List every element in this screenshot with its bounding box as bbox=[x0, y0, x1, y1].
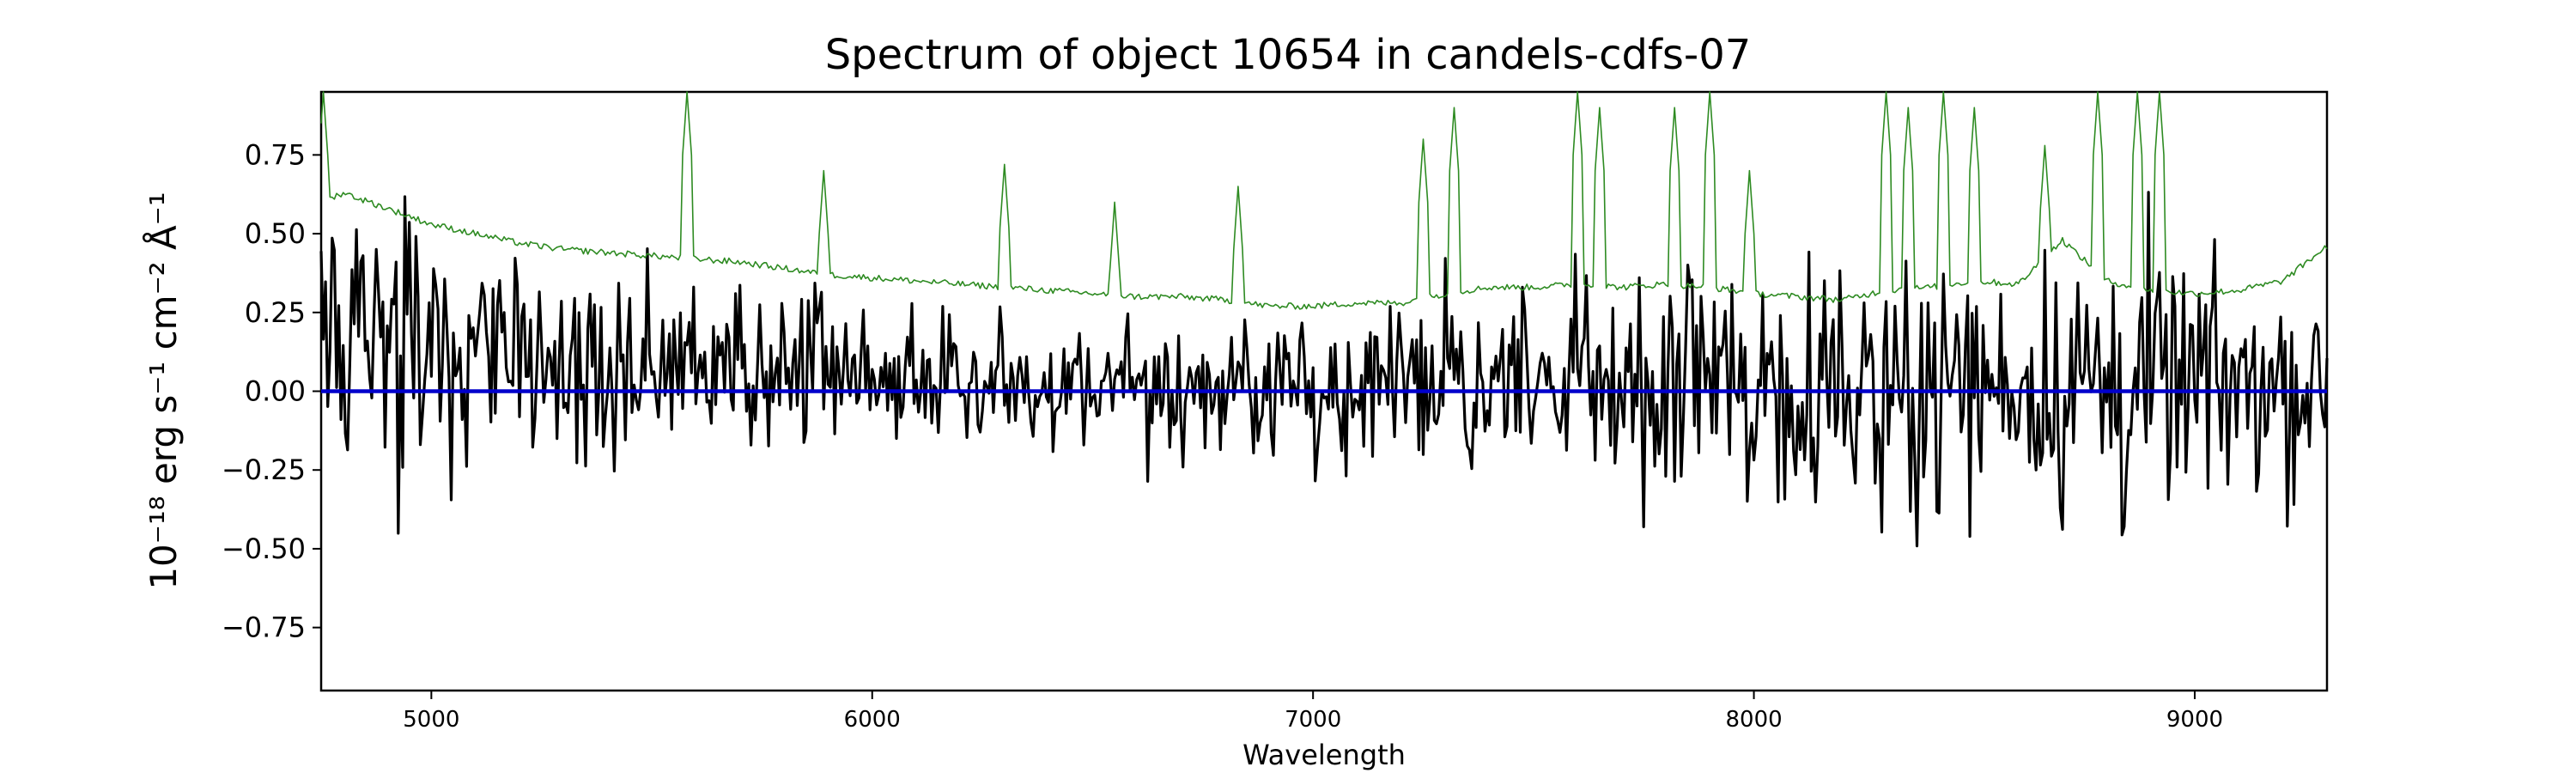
y-tick-label: 0.25 bbox=[245, 296, 306, 329]
series-line-error bbox=[320, 91, 2328, 310]
x-tick-label: 8000 bbox=[1725, 707, 1782, 733]
y-tick-label: −0.50 bbox=[222, 533, 306, 565]
y-tick-label: 0.50 bbox=[245, 217, 306, 250]
series-line-flux bbox=[319, 191, 2329, 548]
y-tick-label: −0.75 bbox=[222, 612, 306, 644]
chart-title: Spectrum of object 10654 in candels-cdfs… bbox=[825, 31, 1752, 79]
y-tick-label: 0.00 bbox=[245, 375, 306, 408]
x-tick-label: 9000 bbox=[2166, 707, 2223, 733]
y-tick-label: −0.25 bbox=[222, 453, 306, 486]
x-axis-label: Wavelength bbox=[1242, 739, 1406, 771]
y-axis-label: 10⁻¹⁸ erg s⁻¹ cm⁻² Å⁻¹ bbox=[142, 192, 185, 589]
x-axis-ticks: 5000 6000 7000 8000 9000 bbox=[403, 691, 2223, 733]
y-tick-label: 0.75 bbox=[245, 138, 306, 171]
x-tick-label: 5000 bbox=[403, 707, 459, 733]
x-tick-label: 6000 bbox=[844, 707, 901, 733]
series-layer bbox=[319, 91, 2329, 548]
y-axis-ticks: −0.75 −0.50 −0.25 0.00 0.25 0.50 0.75 bbox=[222, 138, 321, 644]
x-tick-label: 7000 bbox=[1285, 707, 1341, 733]
plot-area: 5000 6000 7000 8000 9000 −0.75 −0.50 −0.25 0.00… bbox=[222, 90, 2329, 733]
